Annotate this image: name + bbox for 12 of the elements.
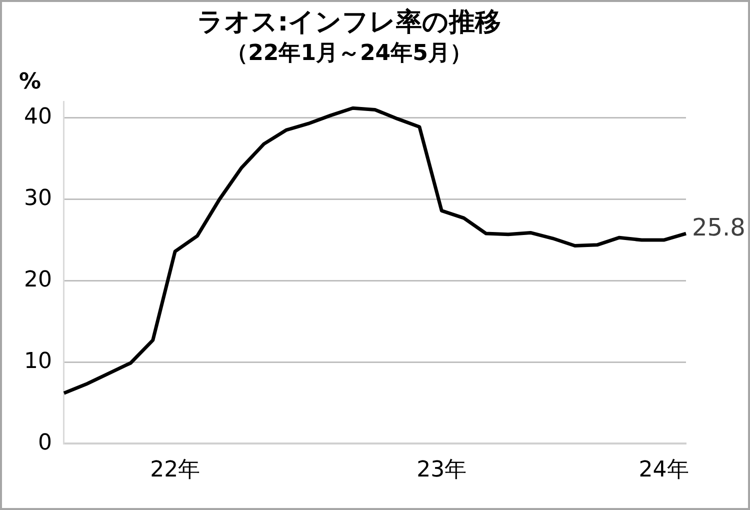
x-tick-label: 22年 xyxy=(150,458,200,483)
y-tick-label: 40 xyxy=(24,104,52,130)
y-tick-label: 10 xyxy=(24,348,52,374)
x-tick-label: 24年 xyxy=(638,458,689,483)
y-tick-label: 30 xyxy=(24,186,52,212)
y-axis-title: % xyxy=(18,69,42,94)
y-tick-label: 0 xyxy=(38,430,52,456)
chart-title: ラオス:インフレ率の推移 xyxy=(196,7,502,38)
y-tick-label: 20 xyxy=(24,267,52,292)
data-label: 25.8 xyxy=(692,214,746,242)
chart-subtitle: （22年1月～24年5月） xyxy=(226,41,472,66)
x-tick-label: 23年 xyxy=(416,458,467,483)
